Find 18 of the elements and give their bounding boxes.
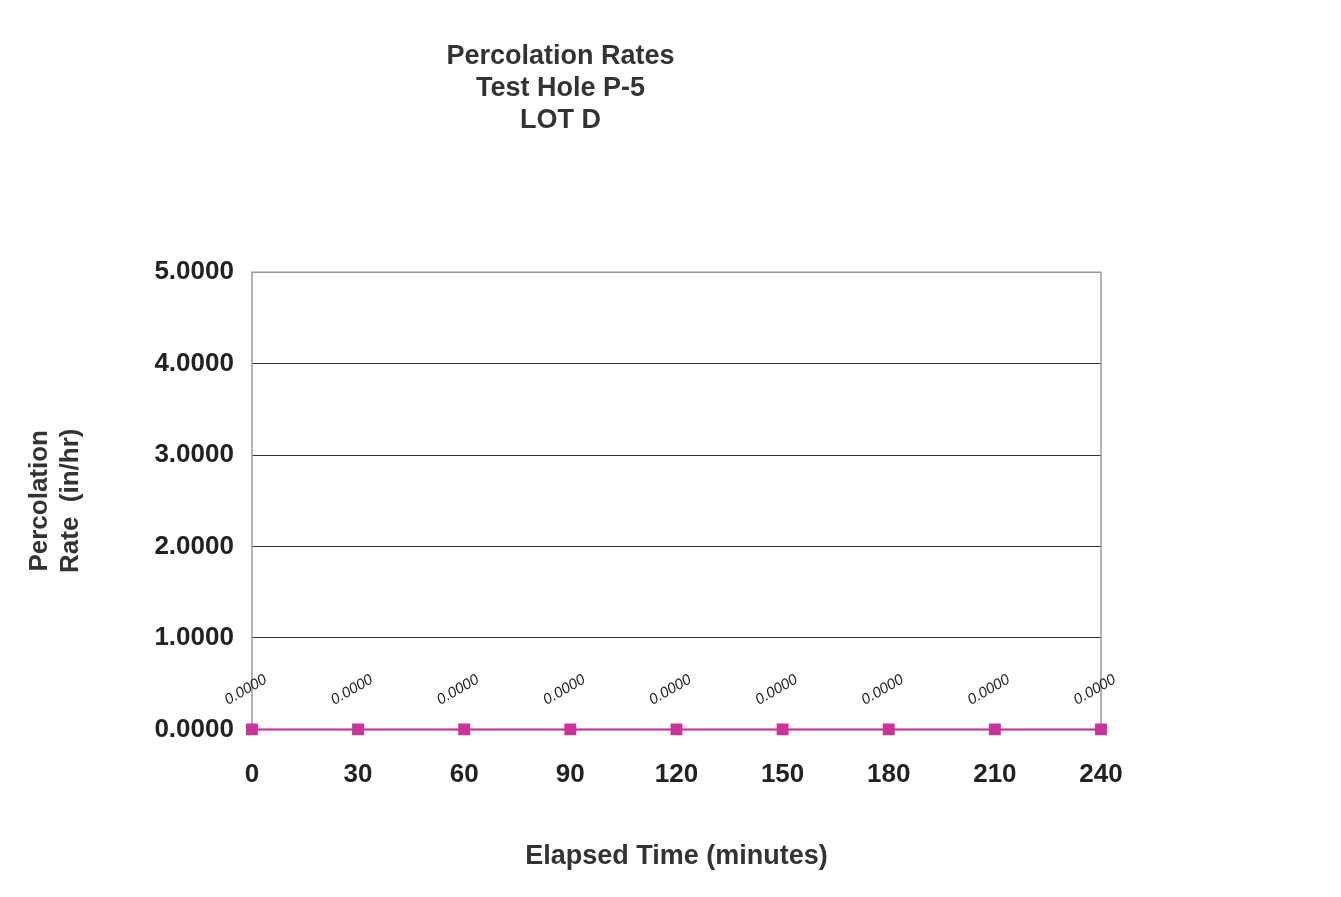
x-tick-label: 150 xyxy=(760,758,805,789)
chart-title: Percolation Rates Test Hole P-5 LOT D xyxy=(446,39,675,135)
y-tick-label: 1.0000 xyxy=(154,621,234,652)
y-tick-label: 5.0000 xyxy=(154,255,234,286)
y-tick-label: 3.0000 xyxy=(154,438,234,469)
x-tick-label: 120 xyxy=(654,758,699,789)
x-tick-label: 240 xyxy=(1079,758,1123,789)
x-axis-title: Elapsed Time (minutes) xyxy=(525,840,828,871)
y-tick-label: 0.0000 xyxy=(154,712,234,743)
x-tick-label: 210 xyxy=(973,758,1017,789)
y-axis-title: Percolation Rate (in/hr) xyxy=(22,428,84,574)
y-tick-label: 2.0000 xyxy=(154,529,234,560)
x-tick-label: 60 xyxy=(449,758,479,789)
y-tick-label: 4.0000 xyxy=(154,346,234,377)
x-tick-label: 90 xyxy=(555,758,585,789)
x-tick-label: 30 xyxy=(343,758,373,789)
x-tick-label: 180 xyxy=(867,758,911,789)
x-tick-label: 0 xyxy=(244,758,260,789)
